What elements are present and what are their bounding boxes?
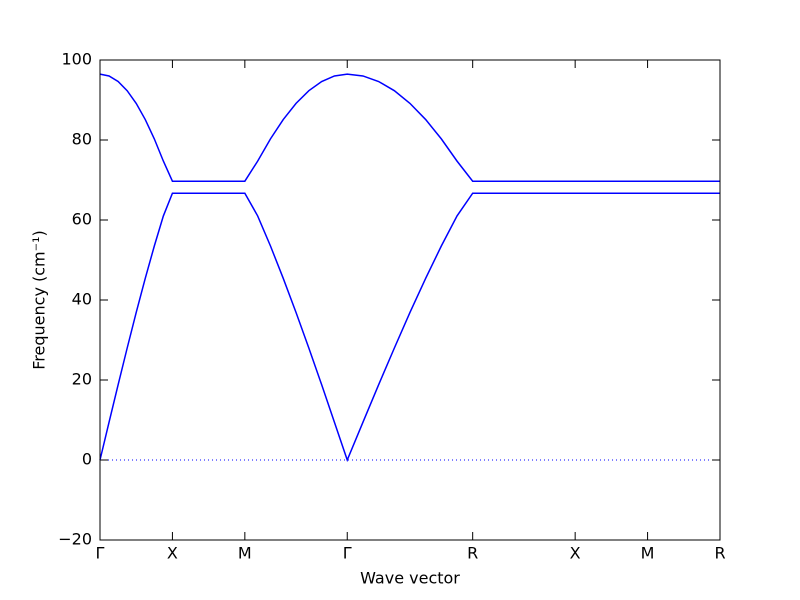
x-tick-label: R [467,544,478,563]
y-tick-label: 80 [72,130,92,149]
x-tick-label: R [714,544,725,563]
y-tick-label: 20 [72,370,92,389]
plot-frame [99,59,721,541]
y-tick-label: 60 [72,210,92,229]
x-tick-label: X [167,544,178,563]
x-tick-label: Γ [96,544,105,563]
x-tick-label: M [641,544,655,563]
band-line [99,73,720,182]
x-tick-label: Γ [343,544,352,563]
y-tick-label: 100 [61,50,92,69]
y-tick-label: 40 [72,290,92,309]
band-line [99,192,720,463]
x-tick-label: M [238,544,252,563]
y-axis-label: Frequency (cm⁻¹) [30,230,49,369]
y-tick-label: −20 [58,530,92,549]
y-tick-label: 0 [82,450,92,469]
x-tick-label: X [570,544,581,563]
x-axis-label: Wave vector [360,569,460,588]
